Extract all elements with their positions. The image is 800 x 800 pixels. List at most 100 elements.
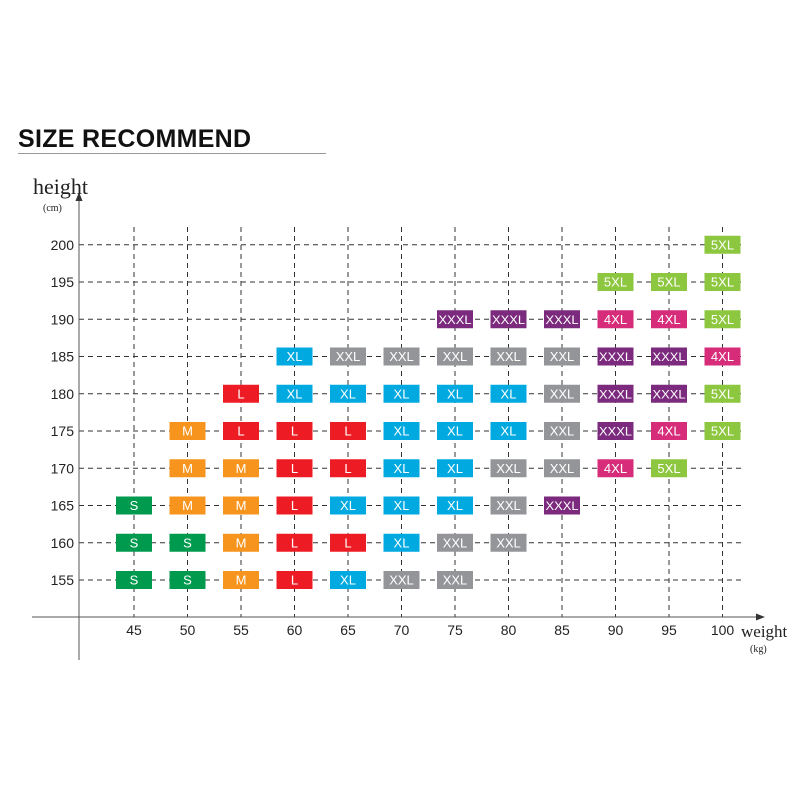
size-cell-label: M: [236, 461, 247, 476]
x-tick-label: 70: [394, 622, 410, 638]
size-cell-box: [116, 496, 152, 515]
size-cell-box: [223, 496, 259, 515]
size-cell: XXL: [330, 347, 366, 366]
size-cell-label: XXL: [496, 461, 521, 476]
size-cell: XL: [383, 422, 420, 440]
size-cell-box: [169, 422, 206, 440]
size-cell-box: [704, 235, 741, 254]
size-cell: S: [169, 571, 206, 589]
x-axis-label: weight: [741, 622, 788, 641]
size-cell: S: [169, 533, 206, 552]
size-cell: 4XL: [597, 459, 634, 478]
size-cell: XL: [330, 571, 366, 589]
size-cell-label: XL: [501, 424, 517, 439]
size-cell-label: L: [344, 535, 351, 550]
y-tick-label: 165: [51, 498, 75, 514]
size-cell-label: M: [182, 424, 193, 439]
size-cell-box: [437, 533, 473, 552]
size-cell-box: [276, 496, 313, 515]
size-cell-label: XXL: [443, 535, 468, 550]
size-cell-label: L: [344, 461, 351, 476]
size-cell: M: [223, 496, 259, 515]
size-cell-label: XL: [447, 386, 463, 401]
x-tick-label: 85: [554, 622, 570, 638]
size-cell-box: [704, 422, 741, 440]
size-cell-box: [704, 347, 741, 366]
size-cell-label: 5XL: [711, 312, 734, 327]
size-cell: L: [223, 422, 259, 440]
size-cell-label: M: [236, 535, 247, 550]
size-cell-box: [330, 422, 366, 440]
size-cell-label: XXXL: [653, 350, 686, 364]
size-cell-box: [223, 384, 259, 403]
size-cell-box: [276, 459, 313, 478]
size-cell: XXL: [383, 347, 420, 366]
x-tick-label: 80: [501, 622, 517, 638]
size-cell: XXL: [544, 459, 580, 478]
size-cell: XL: [276, 384, 313, 403]
size-cell-label: L: [291, 424, 298, 439]
size-cell-box: [490, 384, 527, 403]
size-cell: 4XL: [651, 310, 687, 329]
size-cell-label: 4XL: [604, 312, 627, 327]
size-cell-label: M: [182, 461, 193, 476]
y-axis-unit: (cm): [43, 203, 62, 214]
size-cell-box: [544, 310, 580, 329]
size-cell-box: [116, 533, 152, 552]
size-cell-box: [651, 459, 687, 478]
size-cell-label: XL: [501, 386, 517, 401]
size-cell-box: [544, 459, 580, 478]
size-cell-box: [383, 422, 420, 440]
size-cell-box: [490, 459, 527, 478]
size-cell: 4XL: [704, 347, 741, 366]
x-tick-label: 60: [287, 622, 303, 638]
size-cell: 4XL: [597, 310, 634, 329]
size-cell-box: [169, 571, 206, 589]
size-cell-label: XL: [394, 424, 410, 439]
size-cell: XL: [437, 384, 473, 403]
title-underline: [18, 153, 326, 154]
size-cell: 5XL: [704, 235, 741, 254]
size-cell-box: [223, 459, 259, 478]
size-cell-label: XXL: [550, 349, 575, 364]
size-cell-box: [330, 571, 366, 589]
size-cell-label: XL: [340, 573, 356, 588]
size-cell-label: S: [130, 498, 139, 513]
x-tick-label: 50: [180, 622, 196, 638]
size-cell-box: [437, 496, 473, 515]
size-cell: XL: [383, 384, 420, 403]
size-cell-box: [276, 533, 313, 552]
size-cell: XL: [490, 384, 527, 403]
size-cell-label: XL: [394, 386, 410, 401]
size-cell-label: XXL: [443, 573, 468, 588]
size-cell-box: [276, 571, 313, 589]
size-cell-label: 4XL: [604, 461, 627, 476]
size-cells: 5XL 5XL 5XL 5XL XXXL XXXL XXXL 4XL 4XL 5XL XL XXL XX…: [116, 235, 741, 589]
size-cell-label: 5XL: [711, 275, 734, 290]
size-cell-box: [544, 422, 580, 440]
size-cell: XXXL: [490, 310, 527, 329]
size-cell-label: XL: [394, 535, 410, 550]
size-cell-box: [437, 459, 473, 478]
chart-title: SIZE RECOMMEND: [18, 125, 252, 153]
size-cell-label: M: [182, 498, 193, 513]
size-cell-label: XXL: [389, 349, 414, 364]
size-cell-label: XXXL: [653, 387, 686, 401]
size-cell-box: [169, 459, 206, 478]
size-cell-label: XXL: [496, 349, 521, 364]
size-cell: L: [276, 459, 313, 478]
size-cell-box: [704, 310, 741, 329]
size-cell: XXXL: [437, 310, 473, 329]
size-cell-box: [597, 310, 634, 329]
size-cell: M: [169, 496, 206, 515]
y-tick-label: 200: [51, 237, 75, 253]
size-cell: L: [330, 533, 366, 552]
size-cell: 5XL: [704, 273, 741, 291]
size-cell-box: [383, 571, 420, 589]
size-cell-label: XXL: [550, 461, 575, 476]
size-cell: XL: [437, 422, 473, 440]
size-cell: 5XL: [704, 422, 741, 440]
y-tick-label: 180: [51, 386, 75, 402]
size-cell-box: [544, 496, 580, 515]
size-cell-box: [704, 273, 741, 291]
